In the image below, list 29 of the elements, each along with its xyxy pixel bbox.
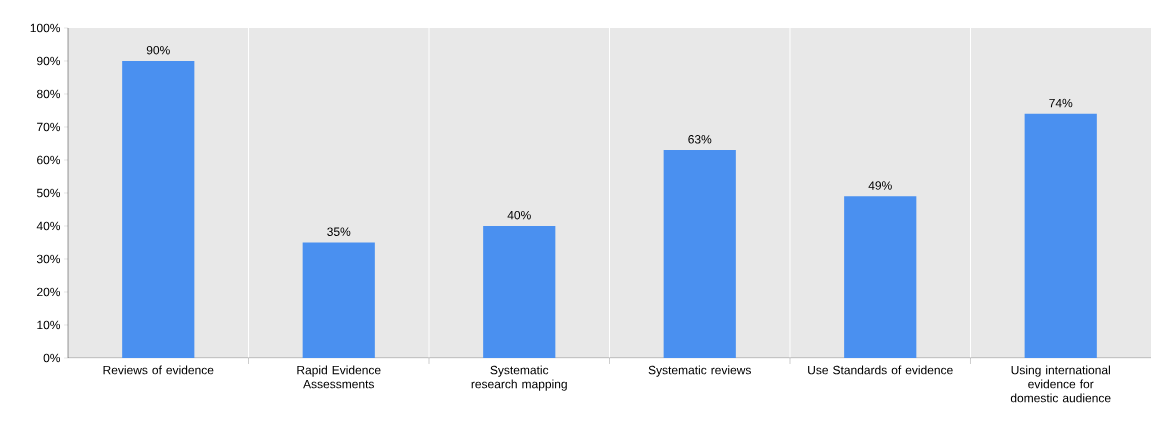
bar [302, 242, 375, 358]
data-label: 90% [146, 45, 170, 55]
x-tick-label: Reviews of evidence [103, 365, 214, 375]
y-tick-label: 100% [30, 23, 61, 33]
x-tick-label: Systematic reviews [648, 365, 751, 377]
data-label: 49% [868, 181, 892, 190]
y-tick-label: 30% [36, 254, 61, 264]
y-tick-label: 90% [37, 56, 61, 66]
bar [122, 60, 195, 358]
y-tick-label: 0% [43, 353, 61, 363]
y-tick-label: 50% [36, 188, 61, 198]
bar [663, 150, 736, 358]
bar [844, 196, 917, 358]
x-tick-label: Systematic research mapping [471, 365, 567, 391]
y-tick-label: 80% [36, 89, 61, 99]
x-tick-label: Use Standards of evidence [808, 365, 953, 375]
bar [483, 225, 556, 358]
x-tick-label: Rapid Evidence Assessments [297, 365, 381, 389]
data-label: 74% [1049, 98, 1073, 108]
y-tick-label: 70% [37, 122, 61, 132]
data-label: 35% [327, 227, 351, 236]
y-tick-label: 10% [37, 320, 61, 330]
y-tick-label: 20% [37, 287, 61, 297]
x-tick-label: Using international evidence for domestic audience [1010, 365, 1111, 403]
y-tick-label: 40% [36, 221, 61, 231]
data-label: 63% [688, 135, 712, 144]
y-tick-label: 60% [37, 155, 61, 165]
data-label: 40% [507, 210, 531, 220]
bar [1024, 113, 1097, 358]
